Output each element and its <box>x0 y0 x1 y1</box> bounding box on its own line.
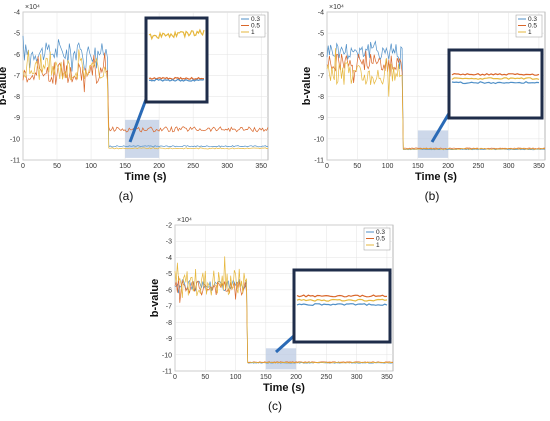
inset-line-0.5 <box>451 72 540 76</box>
series-line-1 <box>22 49 269 150</box>
x-tick-label: 300 <box>503 163 515 170</box>
panel-caption: (b) <box>425 189 440 203</box>
y-tick-label: -11 <box>314 158 324 165</box>
x-tick-label: 100 <box>85 163 97 170</box>
y-tick-label: -5 <box>318 31 324 38</box>
y-tick-label: -7 <box>14 73 20 80</box>
inset-line-0.5 <box>296 294 388 298</box>
x-tick-label: 200 <box>290 374 302 381</box>
zoom-inset <box>292 268 392 344</box>
series-line-0.5 <box>22 52 269 133</box>
highlight-region <box>417 130 449 158</box>
y-tick-label: -11 <box>10 158 20 165</box>
legend-label: 0.3 <box>251 16 260 23</box>
y-tick-label: -10 <box>162 352 172 359</box>
x-tick-label: 0 <box>173 374 177 381</box>
x-tick-label: 150 <box>412 163 424 170</box>
y-tick-label: -9 <box>14 115 20 122</box>
exponent-label: ×10⁴ <box>25 4 40 11</box>
y-tick-label: -2 <box>166 223 172 230</box>
y-tick-label: -11 <box>162 369 172 376</box>
x-tick-label: 350 <box>533 163 545 170</box>
y-tick-label: -6 <box>14 52 20 59</box>
inset-line-1 <box>451 77 540 80</box>
y-tick-label: -9 <box>166 336 172 343</box>
legend-label: 1 <box>376 242 380 249</box>
zoom-inset <box>144 16 209 104</box>
x-tick-label: 100 <box>382 163 394 170</box>
inset-line-0.5 <box>148 76 204 81</box>
y-tick-label: -5 <box>166 271 172 278</box>
x-tick-label: 150 <box>260 374 272 381</box>
x-tick-label: 300 <box>351 374 363 381</box>
x-tick-label: 350 <box>381 374 393 381</box>
legend-label: 0.3 <box>376 229 385 236</box>
x-tick-label: 0 <box>325 163 329 170</box>
y-tick-label: -4 <box>166 255 172 262</box>
x-tick-label: 350 <box>255 163 267 170</box>
y-tick-label: -8 <box>318 94 324 101</box>
panel-c: 0 50 100 150 200 250 300 350 -2 -3 -4 -5 -6 -7 -8 -9 -10… <box>149 217 394 413</box>
y-tick-label: -3 <box>166 239 172 246</box>
x-tick-label: 250 <box>473 163 485 170</box>
x-tick-label: 300 <box>221 163 233 170</box>
x-tick-label: 200 <box>153 163 165 170</box>
y-tick-label: -7 <box>318 73 324 80</box>
exponent-label: ×10⁴ <box>329 4 344 11</box>
y-tick-label: -6 <box>318 52 324 59</box>
x-tick-label: 100 <box>230 374 242 381</box>
x-axis-label: Time (s) <box>125 171 167 183</box>
x-axis-label: Time (s) <box>263 382 305 394</box>
panel-caption: (a) <box>119 189 134 203</box>
inset-line-1 <box>148 28 205 41</box>
legend-label: 0.3 <box>528 16 537 23</box>
y-tick-label: -10 <box>10 136 20 143</box>
legend-label: 0.5 <box>251 23 260 30</box>
x-tick-label: 50 <box>53 163 61 170</box>
inset-line-0.3 <box>451 80 540 85</box>
inset-line-0.3 <box>148 78 205 82</box>
inset-line-0.3 <box>296 303 388 307</box>
y-axis-label: b-value <box>149 279 161 318</box>
x-tick-label: 150 <box>119 163 131 170</box>
series-line-1 <box>174 256 394 364</box>
series-line-1 <box>326 48 546 150</box>
y-tick-label: -4 <box>14 10 20 17</box>
y-tick-label: -8 <box>166 320 172 327</box>
panel-a: 0 50 100 150 200 250 300 350 -4 -5 -6 -7 -8 -9 -10 -11 ×… <box>0 4 269 203</box>
y-tick-label: -9 <box>318 115 324 122</box>
x-axis-label: Time (s) <box>415 171 457 183</box>
exponent-label: ×10⁴ <box>177 217 192 224</box>
legend-label: 1 <box>528 29 532 36</box>
legend-label: 0.5 <box>528 23 537 30</box>
highlight-region <box>265 348 297 370</box>
panel-b: 0 50 100 150 200 250 300 350 -4 -5 -6 -7 -8 -9 -10 -11 ×… <box>301 4 546 203</box>
y-tick-label: -10 <box>314 136 324 143</box>
x-tick-label: 50 <box>353 163 361 170</box>
series-line-0.5 <box>326 50 546 150</box>
inset-line-1 <box>296 298 388 302</box>
y-tick-label: -5 <box>14 31 20 38</box>
x-tick-label: 0 <box>21 163 25 170</box>
x-tick-label: 250 <box>321 374 333 381</box>
y-tick-label: -4 <box>318 10 324 17</box>
series-line-0.3 <box>22 35 269 148</box>
panel-caption: (c) <box>268 399 282 413</box>
x-tick-label: 50 <box>201 374 209 381</box>
legend-label: 0.5 <box>376 236 385 243</box>
y-tick-label: -6 <box>166 287 172 294</box>
x-tick-label: 250 <box>187 163 199 170</box>
y-axis-label: b-value <box>301 67 313 106</box>
y-tick-label: -7 <box>166 304 172 311</box>
legend-label: 1 <box>251 29 255 36</box>
y-axis-label: b-value <box>0 67 9 106</box>
x-tick-label: 200 <box>442 163 454 170</box>
y-tick-label: -8 <box>14 94 20 101</box>
